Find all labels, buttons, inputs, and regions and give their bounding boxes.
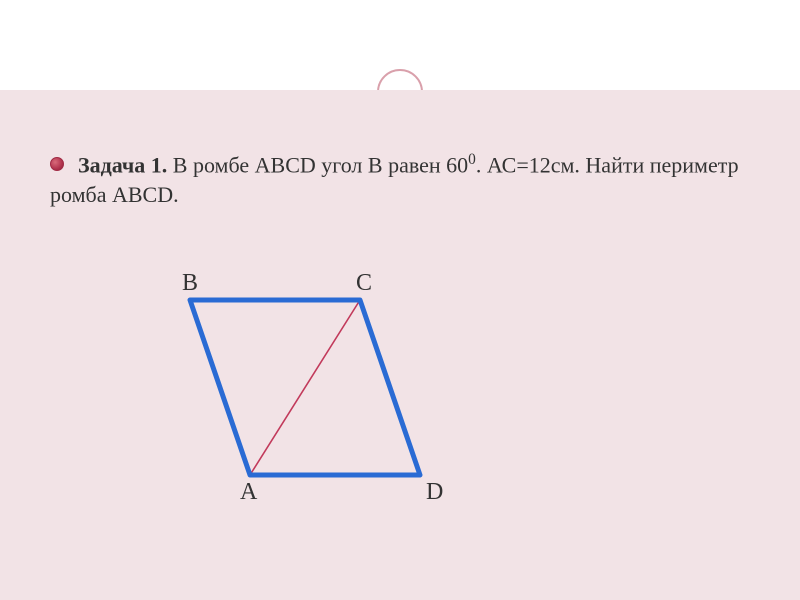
problem-text: Задача 1. В ромбе ABCD угол В равен 600.… xyxy=(50,150,760,210)
slide: Задача 1. В ромбе ABCD угол В равен 600.… xyxy=(0,0,800,600)
content-area: Задача 1. В ромбе ABCD угол В равен 600.… xyxy=(0,90,800,600)
vertex-label-d: D xyxy=(426,479,443,506)
vertex-label-c: C xyxy=(356,270,372,297)
rhombus-figure: B C D A xyxy=(130,280,490,540)
vertex-label-a: A xyxy=(240,479,257,506)
problem-label: Задача 1. xyxy=(78,152,167,177)
bullet-icon xyxy=(50,157,64,171)
vertex-label-b: B xyxy=(182,270,198,297)
problem-superscript: 0 xyxy=(468,151,476,168)
problem-text-1: В ромбе ABCD угол В равен 60 xyxy=(167,152,468,177)
